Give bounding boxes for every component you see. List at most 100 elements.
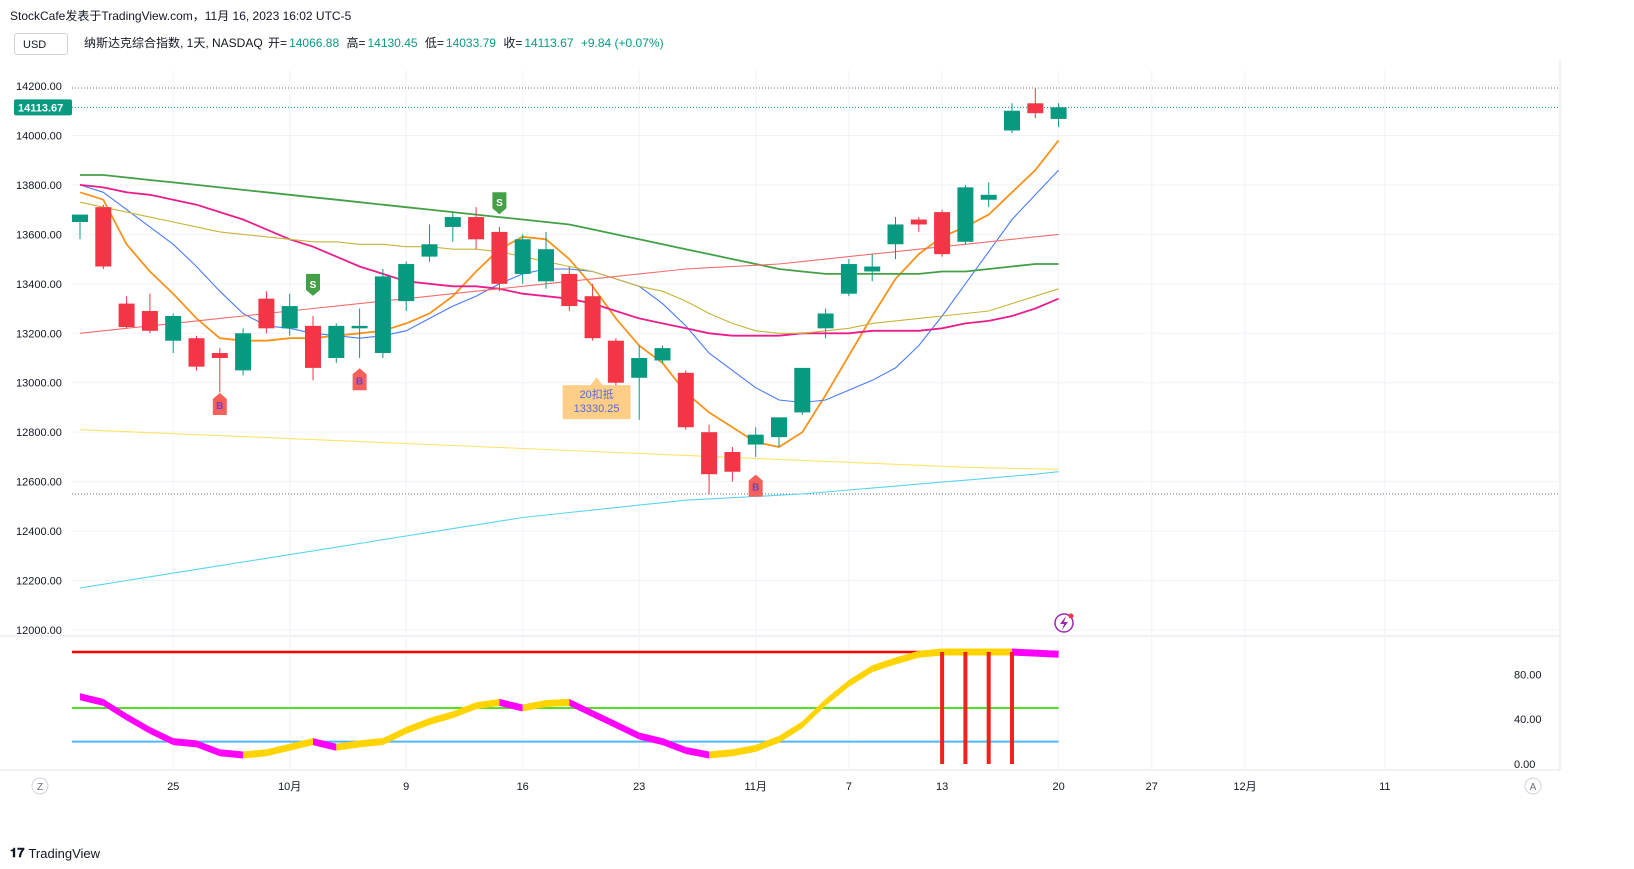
oscillator-ribbon-segment xyxy=(639,732,663,746)
price-tick-label: 12600.00 xyxy=(16,477,62,489)
time-tick-label: 23 xyxy=(633,781,645,793)
candle-body xyxy=(794,367,811,413)
oscillator-ribbon-segment xyxy=(103,698,127,721)
oscillator-ribbon-segment xyxy=(382,726,407,746)
price-tick-label: 13600.00 xyxy=(16,229,62,241)
candle-body xyxy=(235,333,252,371)
signal-label: B xyxy=(216,401,223,412)
sell-signal-marker xyxy=(306,273,320,296)
time-tick-label: 13 xyxy=(936,781,948,793)
oscillator-ribbon-segment xyxy=(1035,649,1059,658)
price-tick-label: 13400.00 xyxy=(16,279,62,291)
candle-body xyxy=(281,306,298,329)
brand-text: TradingView xyxy=(28,845,101,861)
symbol-legend: 纳斯达克综合指数, 1天, NASDAQ 开= 14066.88 高= 14130.… xyxy=(84,34,666,51)
candle-body xyxy=(724,451,741,472)
oscillator-ribbon-segment xyxy=(685,747,710,759)
oscillator-ribbon-segment xyxy=(615,721,640,740)
candle-body xyxy=(934,212,951,255)
oscillator-tick-label: 40.00 xyxy=(1514,714,1542,726)
zoom-right-label: A xyxy=(1530,782,1537,793)
oscillator-ribbon-segment xyxy=(1012,648,1036,657)
candle-body xyxy=(840,264,857,294)
candle-body xyxy=(561,273,578,307)
oscillator-ribbon-segment xyxy=(429,711,453,725)
zoom-right-button[interactable] xyxy=(1524,777,1542,795)
currency-selector[interactable]: USD xyxy=(14,33,68,55)
candle-body xyxy=(374,276,391,354)
oscillator-ribbon-segment xyxy=(406,717,430,734)
time-tick-label: 20 xyxy=(1052,781,1064,793)
oscillator-signal-bar xyxy=(986,652,991,764)
candle-body xyxy=(421,244,438,257)
oscillator-ribbon-segment xyxy=(755,735,779,752)
price-tick-label: 13200.00 xyxy=(16,328,62,340)
oscillator-signal-bar xyxy=(940,652,945,764)
candle-body xyxy=(1050,107,1067,119)
time-tick-label: 7 xyxy=(846,781,852,793)
candle-body xyxy=(584,296,601,339)
candle-body xyxy=(305,325,321,368)
candle-body xyxy=(514,239,531,274)
oscillator-ribbon-segment xyxy=(546,698,570,708)
oscillator-ribbon-segment xyxy=(965,648,989,656)
signal-label: S xyxy=(496,198,503,209)
oscillator-ribbon-segment xyxy=(476,698,500,710)
annotation-value: 13330.25 xyxy=(574,403,620,415)
candle-body xyxy=(118,303,135,328)
oscillator-ribbon-segment xyxy=(988,648,1012,656)
oscillator-ribbon-segment xyxy=(196,740,220,757)
oscillator-ribbon-segment xyxy=(569,698,593,718)
oscillator-ribbon-segment xyxy=(452,702,477,719)
publish-caption: StockCafe发表于TradingView.com，11月 16, 2023… xyxy=(10,9,352,23)
candle-body xyxy=(491,231,508,284)
candle-body xyxy=(95,207,112,267)
signal-label: B xyxy=(356,376,363,387)
last-price-label: 14113.67 xyxy=(18,102,63,114)
sell-signal-marker xyxy=(492,192,507,215)
candle-body xyxy=(165,315,182,341)
oscillator-ribbon-segment xyxy=(149,726,174,746)
candle-body xyxy=(607,340,624,383)
candle-body xyxy=(654,348,671,361)
oscillator-ribbon-segment xyxy=(895,650,919,665)
price-tick-label: 13000.00 xyxy=(16,378,62,390)
candle-body xyxy=(631,358,648,378)
oscillator-ribbon-segment xyxy=(918,648,943,658)
ohlc-change: +9.84 (+0.07%) xyxy=(580,36,664,50)
time-tick-label: 16 xyxy=(517,781,529,793)
oscillator-ribbon-segment xyxy=(802,698,826,729)
oscillator-ribbon-segment xyxy=(825,679,849,706)
moving-average-olive xyxy=(79,201,1059,334)
candle-body xyxy=(328,325,345,358)
time-tick-label: 9 xyxy=(403,781,409,793)
candle-body xyxy=(864,266,881,272)
candle-body xyxy=(1027,103,1044,114)
candle-body xyxy=(258,298,275,329)
candle-body xyxy=(980,194,997,200)
oscillator-ribbon-segment xyxy=(942,648,966,656)
candle-body xyxy=(701,432,718,475)
zoom-left-label: Z xyxy=(37,782,43,793)
oscillator-ribbon-segment xyxy=(173,738,197,748)
oscillator-ribbon-segment xyxy=(499,698,523,712)
candle-body xyxy=(444,217,461,227)
zoom-left-button[interactable] xyxy=(31,777,49,795)
oscillator-ribbon-segment xyxy=(522,700,546,712)
oscillator-ribbon-segment xyxy=(662,738,686,755)
ohlc-high: 高= 14130.45 xyxy=(346,36,418,50)
price-tick-label: 12000.00 xyxy=(16,625,62,637)
oscillator-ribbon-segment xyxy=(80,693,104,706)
oscillator-ribbon-segment xyxy=(126,713,150,734)
oscillator-ribbon-segment xyxy=(243,749,267,759)
price-tick-label: 13800.00 xyxy=(16,180,62,192)
oscillator-tick-label: 0.00 xyxy=(1514,759,1535,771)
oscillator-ribbon-segment xyxy=(313,738,337,751)
signal-label: B xyxy=(752,483,759,494)
candle-body xyxy=(538,249,554,282)
tradingview-logo[interactable]: 𝟏𝟕 TradingView xyxy=(10,845,100,861)
oscillator-ribbon-segment xyxy=(289,738,313,751)
oscillator-ribbon-segment xyxy=(336,740,360,751)
candle-body xyxy=(1004,110,1020,131)
